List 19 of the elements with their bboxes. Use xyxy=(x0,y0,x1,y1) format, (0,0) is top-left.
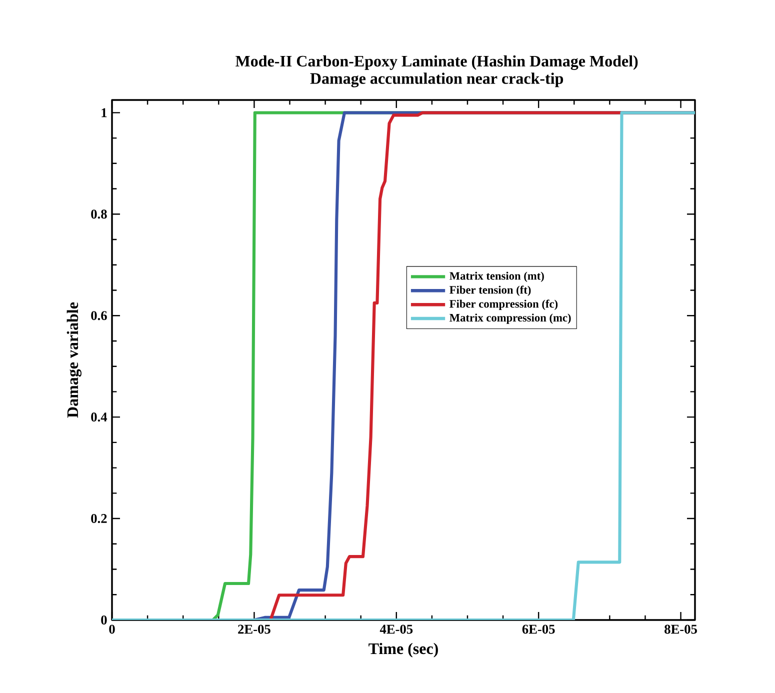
chart-subtitle: Damage accumulation near crack-tip xyxy=(310,72,564,88)
y-tick-label: 0.8 xyxy=(91,210,107,219)
x-tick-label: 8E-05 xyxy=(664,624,697,634)
y-tick-label: 0.6 xyxy=(91,311,107,320)
y-tick-label: 1 xyxy=(102,108,107,118)
x-tick-label: 0 xyxy=(109,624,115,634)
chart-title: Mode-II Carbon-Epoxy Laminate (Hashin Damage Model) xyxy=(236,55,638,70)
y-axis-title: Damage variable xyxy=(66,302,82,418)
x-tick-label: 6E-05 xyxy=(522,624,555,634)
y-tick-label: 0.2 xyxy=(91,514,107,524)
x-tick-label: 4E-05 xyxy=(380,624,413,634)
legend-label: Matrix compression (mc) xyxy=(450,314,571,324)
y-tick-label: 0.4 xyxy=(91,412,108,422)
x-tick-label: 2E-05 xyxy=(238,624,270,634)
legend-label: Fiber compression (fc) xyxy=(450,300,558,310)
legend-label: Fiber tension (ft) xyxy=(450,286,531,296)
x-axis-title: Time (sec) xyxy=(368,642,438,658)
legend-label: Matrix tension (mt) xyxy=(450,272,544,282)
y-tick-label: 0 xyxy=(101,616,107,624)
